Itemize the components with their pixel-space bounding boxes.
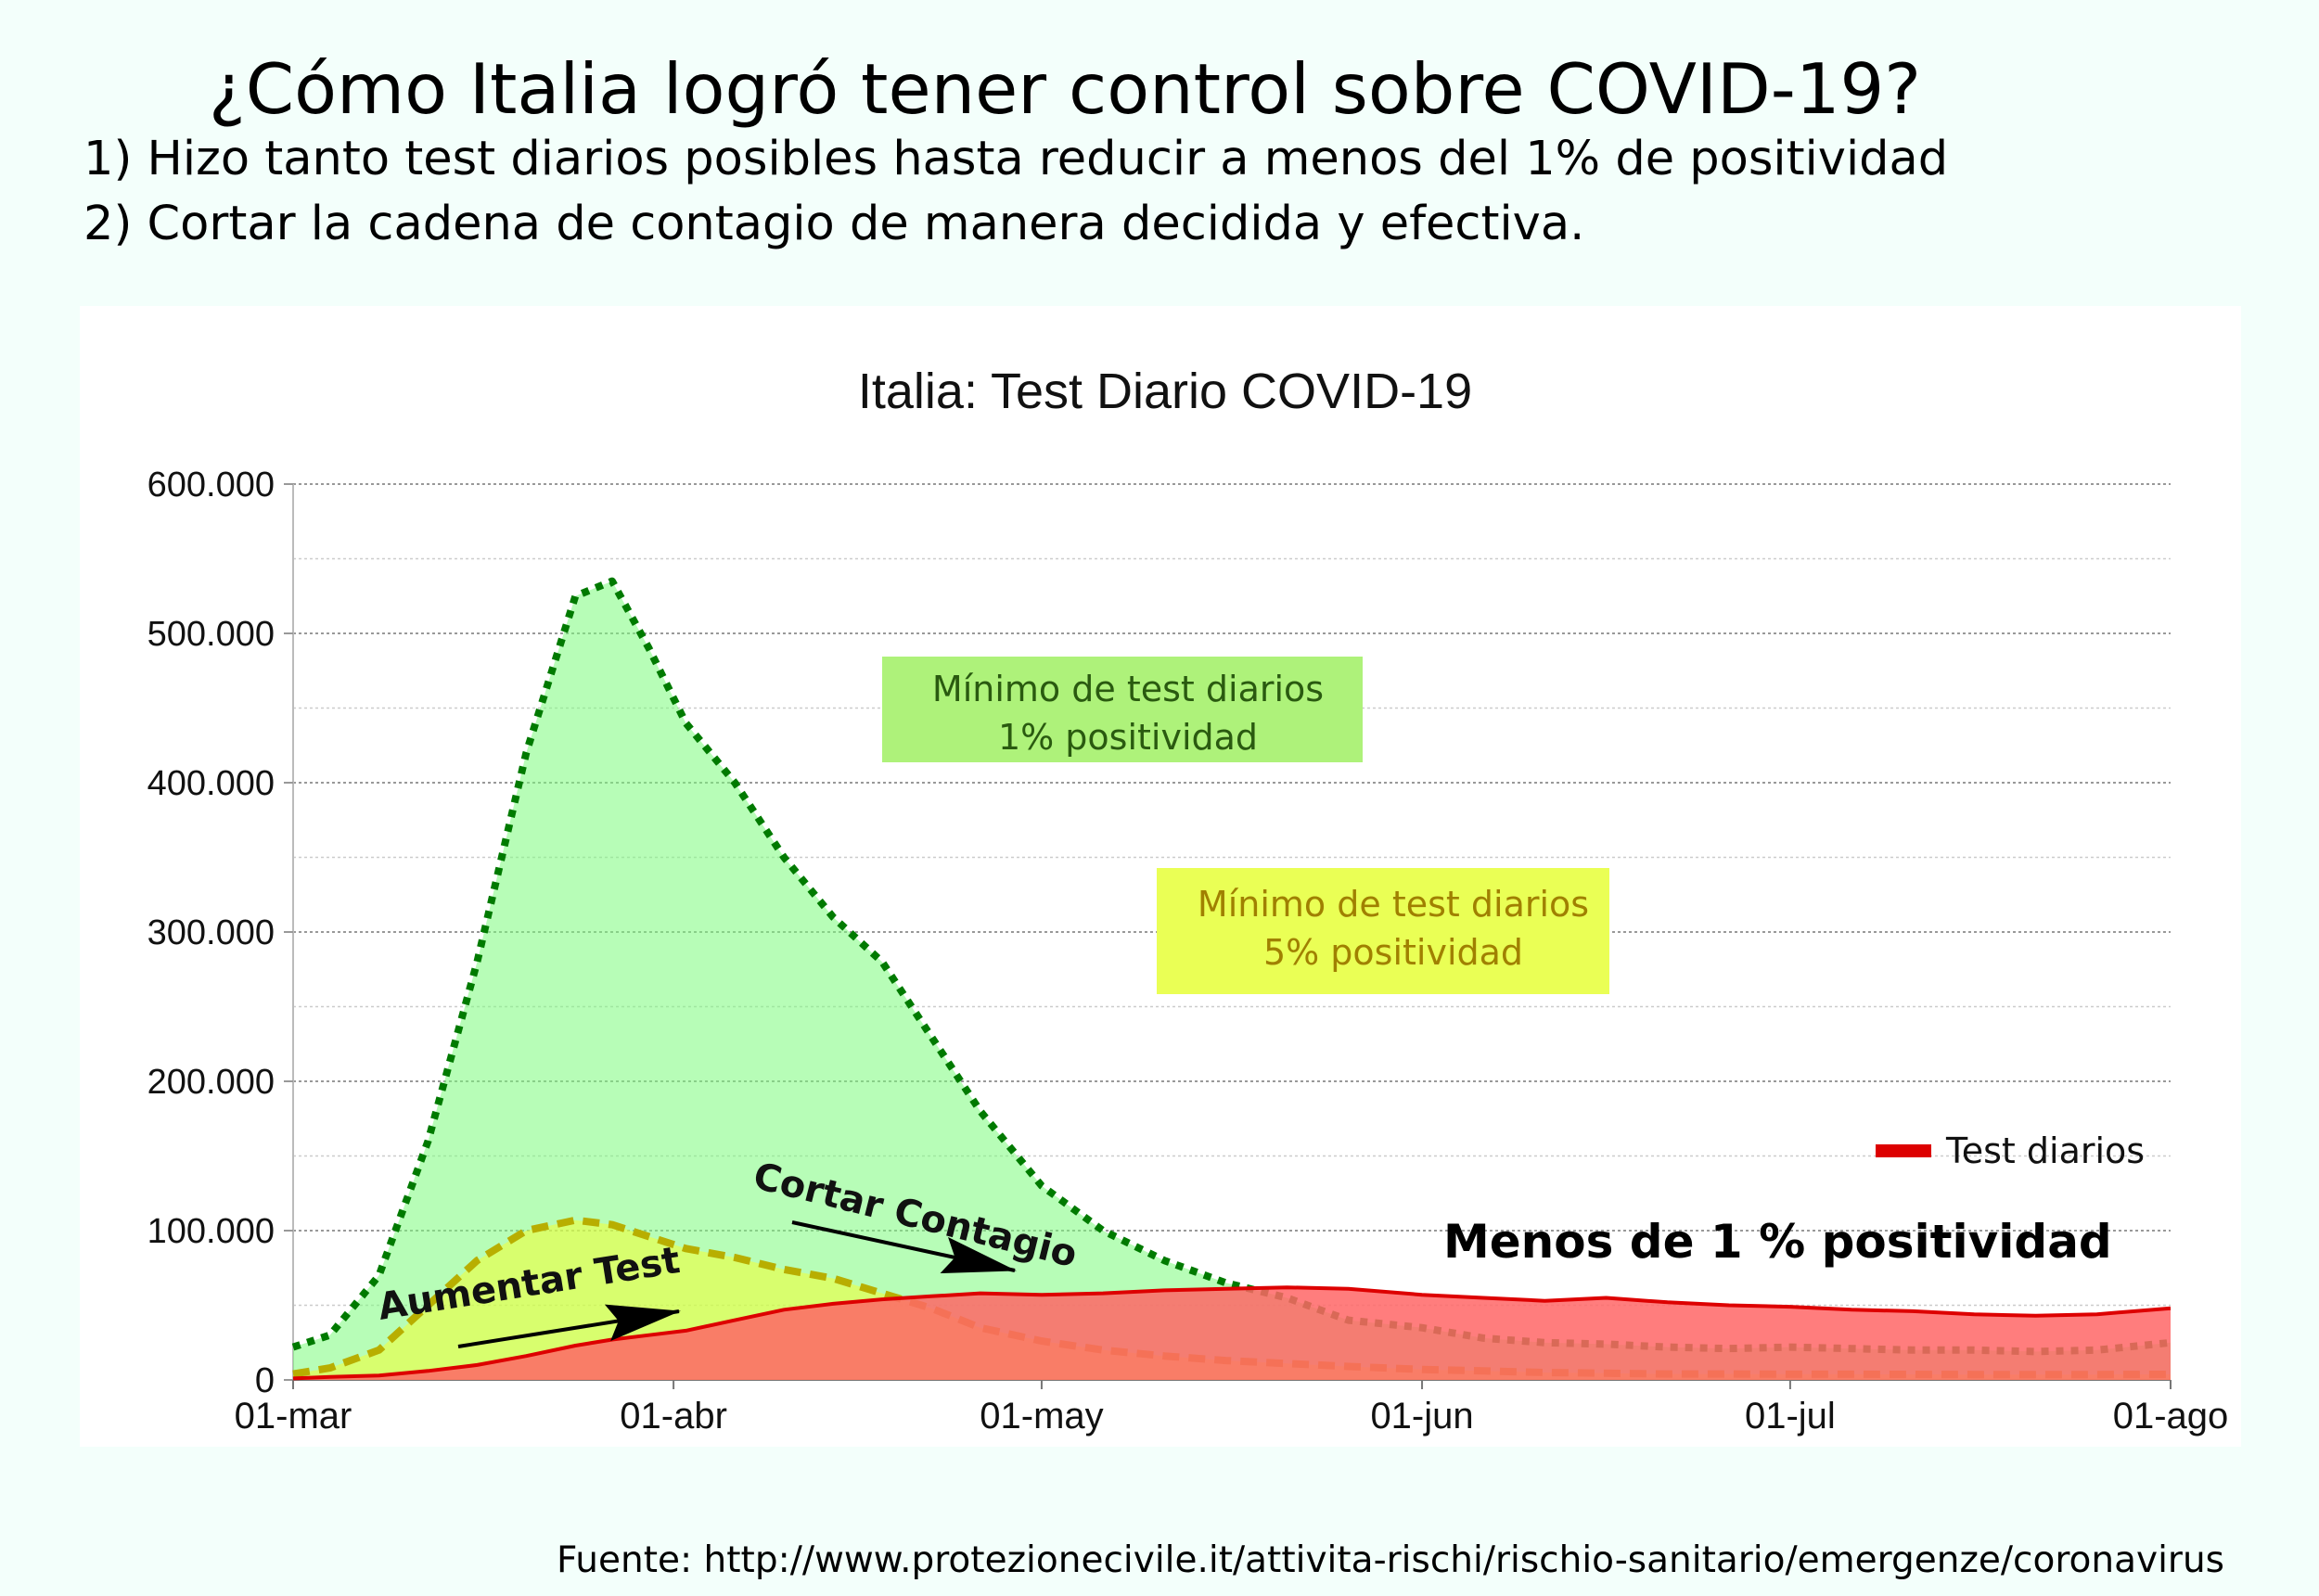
note-menos-1pct: Menos de 1 % positividad (1443, 1215, 2112, 1269)
y-tick-label: 300.000 (147, 913, 275, 952)
arrow-aumentar (457, 1304, 681, 1348)
line-tests (292, 1285, 2172, 1381)
area-min-1pct (293, 581, 2171, 1380)
y-tick-label: 400.000 (147, 764, 275, 803)
y-tick-label: 0 (255, 1361, 275, 1400)
chart-title: Italia: Test Diario COVID-19 (858, 364, 1472, 419)
x-tick-label: 01-abr (620, 1396, 727, 1436)
y-tick-label: 100.000 (147, 1212, 275, 1251)
box-5pct-line1: Mínimo de test diarios (1198, 884, 1589, 925)
x-tick-label: 01-ago (2113, 1396, 2229, 1436)
x-tick-label: 01-may (980, 1396, 1103, 1436)
x-tick-label: 01-jun (1370, 1396, 1473, 1436)
x-axis-ticks: 01-mar 01-abr 01-may 01-jun 01-jul 01-ago (235, 1380, 2229, 1436)
legend: Test diarios (1876, 1130, 2145, 1171)
legend-label-test-diarios: Test diarios (1945, 1130, 2145, 1171)
area-tests (293, 1287, 2171, 1380)
box-5pct-line2: 5% positividad (1263, 932, 1523, 973)
y-tick-label: 500.000 (147, 615, 275, 654)
box-1pct (882, 657, 1363, 762)
line-min-5pct (292, 1216, 2172, 1379)
series-areas (291, 577, 2172, 1381)
box-1pct-line2: 1% positividad (998, 717, 1258, 758)
headline: ¿Cómo Italia logró tener control sobre C… (209, 48, 1922, 130)
box-5pct (1157, 868, 1609, 994)
y-tick-label: 600.000 (147, 466, 275, 504)
arrow-cortar (791, 1220, 1017, 1274)
y-tick-label: 200.000 (147, 1063, 275, 1102)
y-axis-ticks: 0 100.000 200.000 300.000 400.000 500.000 600.… (147, 466, 293, 1400)
box-1pct-line1: Mínimo de test diarios (932, 669, 1324, 709)
annotations: Mínimo de test diarios 1% positividad Mí… (375, 657, 2112, 1348)
legend-swatch-test-diarios (1876, 1144, 1931, 1157)
subtitle-contagion: 2) Cortar la cadena de contagio de maner… (83, 197, 1585, 251)
test-chart: Italia: Test Diario COVID-19 0 100.000 200… (147, 364, 2229, 1436)
subtitle-testing: 1) Hizo tanto test diarios posibles hast… (83, 132, 1949, 186)
source-citation: Fuente: http://www.protezionecivile.it/a… (556, 1539, 2224, 1581)
x-tick-label: 01-jul (1745, 1396, 1836, 1436)
chart-panel: Italia: Test Diario COVID-19 0 100.000 200… (80, 306, 2241, 1447)
x-tick-label: 01-mar (235, 1396, 352, 1436)
